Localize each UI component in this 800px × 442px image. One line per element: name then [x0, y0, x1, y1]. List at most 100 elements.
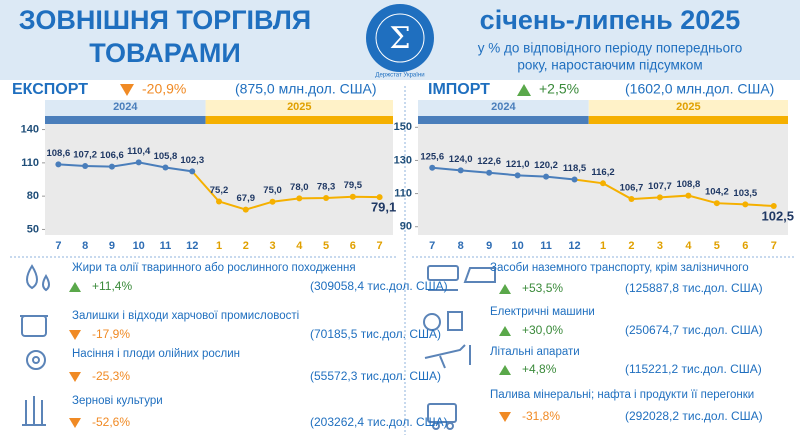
- item-name: Електричні машини: [490, 306, 595, 318]
- value-label: 102,3: [180, 155, 204, 166]
- point: [162, 164, 169, 171]
- x-tick-label: 12: [568, 240, 580, 252]
- x-tick-label: 8: [82, 240, 88, 252]
- item-change: -25,3%: [92, 369, 130, 383]
- down-arrow: [69, 372, 81, 382]
- year-bar: [205, 116, 393, 124]
- value-label: 108,8: [676, 179, 700, 190]
- value-label: 79,1: [371, 200, 396, 215]
- export-label: ЕКСПОРТ: [12, 81, 88, 98]
- value-label: 122,6: [477, 156, 501, 167]
- point: [742, 201, 749, 208]
- item-name: Зернові культури: [72, 395, 163, 407]
- y-tick-label: 110: [21, 157, 39, 169]
- x-tick-label: 11: [540, 240, 552, 252]
- connector: [191, 170, 220, 203]
- value-label: 124,0: [449, 154, 473, 165]
- x-tick-label: 5: [323, 240, 329, 252]
- x-tick-label: 4: [296, 240, 303, 252]
- x-tick-label: 9: [109, 240, 115, 252]
- point: [770, 203, 777, 210]
- value-label: 108,6: [46, 148, 70, 159]
- y-tick-label: 80: [27, 190, 39, 202]
- y-tick-label: 110: [394, 187, 412, 199]
- import-label: ІМПОРТ: [428, 81, 490, 98]
- point: [600, 180, 606, 187]
- item-amount: (55572,3 тис.дол. США): [310, 369, 441, 383]
- item-change: +53,5%: [522, 281, 563, 295]
- up-arrow: [499, 365, 511, 375]
- up-arrow: [69, 282, 81, 292]
- x-tick-label: 4: [685, 240, 692, 252]
- legend-label: 2024: [491, 101, 516, 113]
- point: [685, 192, 692, 199]
- x-tick-label: 7: [771, 240, 777, 252]
- y-tick-label: 140: [21, 123, 39, 135]
- y-tick-label: 130: [394, 154, 412, 166]
- legend-label: 2024: [113, 101, 138, 113]
- plot-bg: [45, 124, 393, 235]
- plot-bg: [418, 124, 788, 235]
- export-change: -20,9%: [142, 81, 186, 97]
- point: [189, 168, 196, 175]
- down-arrow: [499, 412, 511, 422]
- value-label: 79,5: [344, 180, 363, 191]
- point: [135, 159, 142, 166]
- point: [82, 162, 89, 169]
- point: [543, 173, 550, 180]
- line: [432, 166, 575, 181]
- value-label: 118,5: [563, 163, 587, 174]
- point: [656, 194, 663, 201]
- value-label: 104,2: [705, 187, 729, 198]
- item-change: +4,8%: [522, 362, 557, 376]
- point: [216, 198, 222, 205]
- up-arrow: [499, 326, 511, 336]
- x-tick-label: 8: [458, 240, 464, 252]
- x-tick-label: 3: [269, 240, 275, 252]
- subtitle: у % до відповідного періоду попереднього: [478, 41, 742, 56]
- y-tick-label: 50: [27, 223, 39, 235]
- legend-label: 2025: [287, 101, 311, 113]
- x-tick-label: 7: [55, 240, 61, 252]
- value-label: 120,2: [534, 160, 558, 171]
- point: [55, 161, 62, 168]
- item-name: Палива мінеральні; нафта і продукти її п…: [490, 389, 754, 401]
- logo-text: Держстат України: [375, 73, 424, 79]
- x-tick-label: 9: [486, 240, 492, 252]
- value-label: 116,2: [591, 167, 614, 178]
- point: [628, 196, 635, 203]
- legend-label: 2025: [676, 101, 700, 113]
- logo-mark: Σ: [389, 21, 410, 56]
- value-label: 106,7: [620, 183, 644, 194]
- up-arrow: [517, 84, 531, 96]
- point: [349, 193, 356, 200]
- year-bar: [418, 116, 589, 124]
- point: [376, 194, 383, 201]
- value-label: 125,6: [420, 151, 444, 162]
- value-label: 102,5: [761, 208, 794, 223]
- x-tick-label: 6: [350, 240, 356, 252]
- item-amount: (125887,8 тис.дол. США): [625, 281, 763, 295]
- x-tick-label: 11: [160, 240, 172, 252]
- value-label: 75,2: [210, 185, 229, 196]
- period: січень-липень 2025: [480, 5, 741, 35]
- item-amount: (250674,7 тис.дол. США): [625, 323, 763, 337]
- value-label: 107,7: [648, 181, 672, 192]
- item-change: +11,4%: [92, 279, 132, 293]
- year-bar: [588, 116, 788, 124]
- item-change: +30,0%: [522, 323, 563, 337]
- logo-ring: [375, 13, 425, 63]
- title: ЗОВНІШНЯ ТОРГІВЛЯ: [19, 5, 311, 35]
- value-label: 105,8: [154, 151, 178, 162]
- point: [514, 172, 521, 179]
- line: [58, 161, 193, 173]
- subtitle: року, наростаючим підсумком: [517, 58, 702, 73]
- x-tick-label: 2: [628, 240, 634, 252]
- point: [571, 176, 578, 183]
- connector: [574, 178, 604, 185]
- x-tick-label: 6: [742, 240, 748, 252]
- x-tick-label: 10: [133, 240, 145, 252]
- value-label: 106,6: [100, 150, 124, 161]
- export-amount: (875,0 млн.дол. США): [235, 81, 377, 97]
- item-amount: (292028,2 тис.дол. США): [625, 409, 763, 423]
